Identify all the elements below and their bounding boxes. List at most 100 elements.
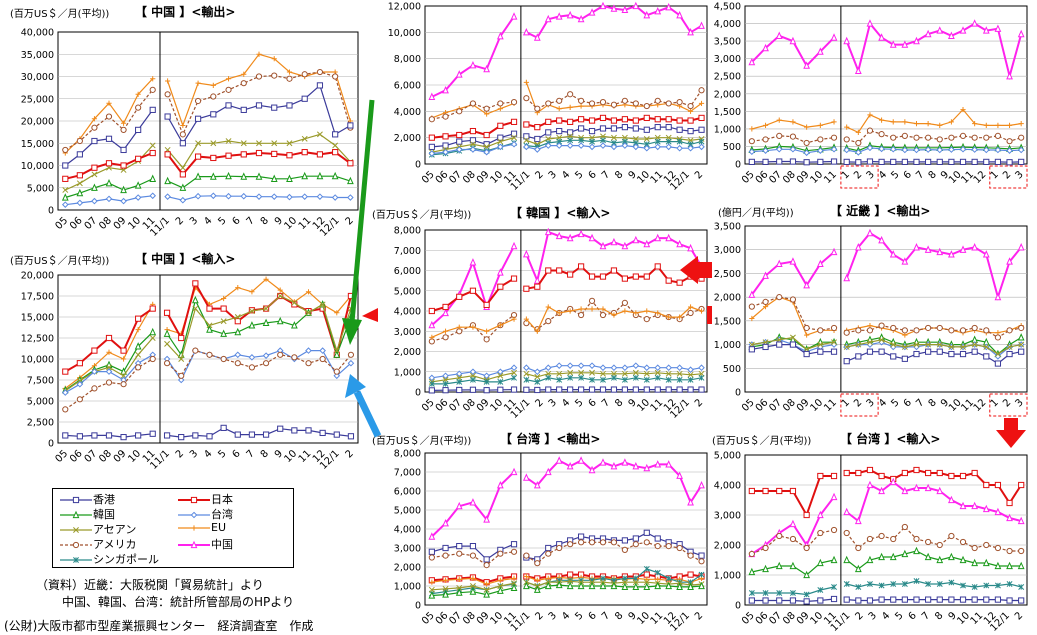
- data-point: [428, 92, 436, 100]
- data-point: [913, 466, 920, 474]
- x-tick-label: 2: [174, 215, 186, 227]
- data-point: [687, 582, 694, 591]
- data-point: [643, 102, 650, 110]
- data-point: [567, 91, 574, 98]
- data-point: [643, 565, 650, 572]
- series-eu: [749, 106, 1024, 135]
- x-tick-label: 7: [600, 610, 612, 622]
- data-point: [179, 196, 187, 204]
- cn-exp-unit: (百万US＄／月(平均)): [10, 9, 110, 20]
- y-tick-label: 1,000: [714, 124, 741, 135]
- legend-label: 香港: [93, 493, 115, 506]
- data-point: [271, 140, 278, 147]
- data-point: [817, 136, 824, 143]
- data-point: [890, 581, 897, 587]
- data-point: [643, 114, 650, 122]
- data-point: [816, 558, 824, 567]
- data-point: [191, 295, 199, 304]
- data-point: [316, 151, 324, 158]
- legend-label: EU: [211, 521, 227, 534]
- data-point: [192, 432, 199, 439]
- data-point: [276, 316, 284, 325]
- data-point: [428, 554, 435, 561]
- data-point: [665, 386, 672, 393]
- y-tick-label: 3,000: [714, 245, 741, 256]
- data-point: [843, 146, 851, 154]
- kinki-title: 【 近畿 】<輸出>: [830, 204, 931, 218]
- data-point: [1006, 597, 1013, 604]
- data-point: [687, 371, 694, 378]
- data-point: [844, 124, 850, 130]
- y-tick-label: 4,000: [394, 525, 421, 536]
- x-tick-label: 8: [927, 397, 939, 409]
- data-point: [610, 125, 618, 132]
- data-point: [599, 1, 607, 10]
- data-point: [610, 374, 617, 381]
- data-point: [206, 305, 213, 312]
- data-point: [676, 99, 683, 106]
- data-point: [164, 113, 171, 120]
- data-point: [913, 546, 920, 555]
- data-point: [878, 33, 885, 41]
- data-point: [924, 146, 932, 153]
- series-as: [748, 334, 1025, 358]
- series-jp: [62, 149, 354, 182]
- x-tick-label: 3: [188, 215, 200, 227]
- x-tick-label: 5: [573, 397, 585, 409]
- data-point: [983, 353, 990, 360]
- data-point: [105, 160, 113, 167]
- y-tick-label: 8,000: [394, 449, 421, 460]
- data-point: [428, 548, 435, 555]
- data-point: [762, 147, 769, 154]
- y-tick-label: 0: [415, 601, 421, 612]
- legend-item-us: アメリカ: [59, 536, 136, 552]
- data-point: [687, 243, 694, 252]
- data-point: [789, 561, 797, 570]
- data-point: [994, 146, 1002, 154]
- data-point: [234, 314, 241, 320]
- data-point: [698, 143, 705, 151]
- data-point: [497, 138, 504, 145]
- data-point: [803, 350, 810, 358]
- kinki-export-chart: 05001,0001,5002,0002,5003,0003,500050607…: [714, 222, 1028, 417]
- legend-item-hk: 香港: [59, 491, 115, 507]
- data-point: [76, 180, 83, 187]
- data-point: [545, 386, 552, 393]
- data-point: [632, 273, 639, 280]
- y-tick-label: 10,000: [21, 161, 54, 172]
- data-point: [301, 193, 308, 200]
- data-point: [163, 432, 171, 439]
- y-tick-label: 8,000: [394, 226, 421, 237]
- data-point: [855, 597, 862, 604]
- data-point: [665, 575, 672, 582]
- data-point: [924, 552, 932, 561]
- data-point: [855, 341, 862, 348]
- data-point: [135, 364, 142, 371]
- series-hk: [748, 341, 1025, 367]
- data-point: [621, 582, 629, 591]
- data-point: [655, 576, 661, 582]
- data-point: [948, 158, 955, 165]
- data-point: [256, 51, 262, 57]
- data-point: [698, 480, 705, 489]
- data-point: [428, 532, 436, 540]
- data-point: [936, 26, 944, 34]
- data-point: [878, 472, 885, 480]
- legend-marker: [190, 496, 198, 504]
- data-point: [925, 134, 932, 141]
- data-point: [831, 584, 837, 590]
- legend-swatch-icon: [60, 541, 92, 549]
- data-point: [331, 194, 339, 201]
- y-tick-label: 4,000: [714, 19, 741, 30]
- y-tick-label: 0: [415, 160, 421, 171]
- data-point: [469, 498, 477, 506]
- data-point: [120, 434, 127, 441]
- data-point: [676, 136, 683, 142]
- data-point: [610, 386, 618, 393]
- legend-label: 台湾: [211, 508, 233, 521]
- data-point: [240, 140, 247, 147]
- data-point: [469, 60, 477, 69]
- data-point: [971, 324, 978, 332]
- data-point: [1006, 513, 1013, 522]
- legend-marker: [190, 511, 198, 519]
